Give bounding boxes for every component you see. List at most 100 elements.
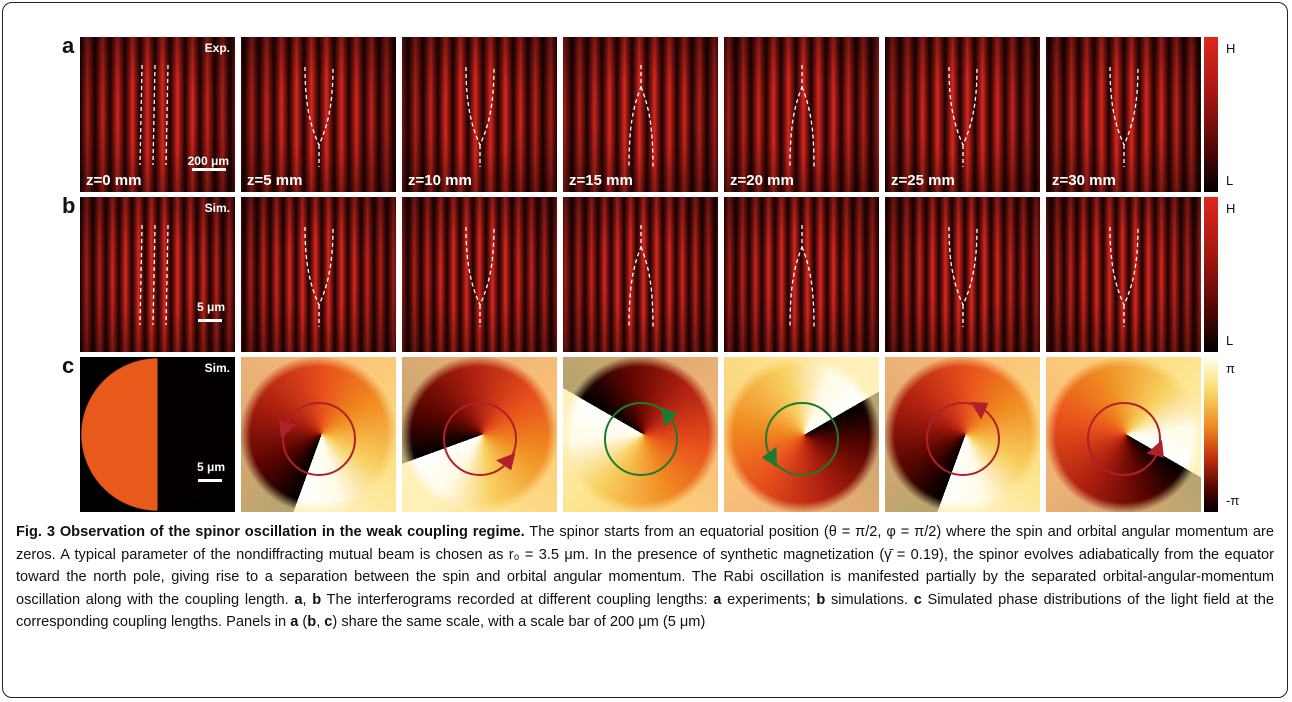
interferogram-panel (1046, 197, 1201, 352)
caption-text: Fig. 3 Observation of the spinor oscilla… (16, 524, 525, 540)
panel-overlay (402, 197, 557, 352)
guide-line (790, 225, 814, 327)
guide-line (140, 65, 142, 165)
figure-caption: Fig. 3 Observation of the spinor oscilla… (16, 521, 1274, 634)
panel-overlay (1046, 197, 1201, 352)
caption-text: simulations. (825, 592, 913, 608)
caption-text: , (302, 592, 312, 608)
panel-overlay (885, 37, 1040, 192)
caption-text: b (307, 614, 316, 630)
colorbar-bottom-label: L (1226, 333, 1233, 348)
z-label: z=25 mm (891, 172, 955, 189)
colorbar-top-label: H (1226, 41, 1235, 56)
caption-text: b (816, 592, 825, 608)
interferogram-panel: Exp. 200 μm z=0 mm (80, 37, 235, 192)
panel-overlay (724, 197, 879, 352)
panel-overlay (241, 197, 396, 352)
scale-bar-label: 5 μm (197, 460, 225, 474)
interferogram-panel (402, 197, 557, 352)
phase-panel (885, 357, 1040, 512)
guide-line (466, 67, 494, 167)
row-label: c (62, 353, 74, 379)
scale-bar (198, 319, 222, 322)
guide-line (166, 225, 168, 325)
scale-bar (192, 168, 226, 171)
colorbar-bottom-label: L (1226, 173, 1233, 188)
scale-bar (198, 479, 222, 482)
arrow-tip (653, 402, 678, 427)
row-tag: Sim. (205, 361, 230, 375)
colorbar-top-label: π (1226, 361, 1235, 376)
guide-line (629, 225, 653, 327)
guide-line (153, 65, 155, 165)
colorbar (1204, 197, 1218, 352)
scale-bar-label: 200 μm (188, 154, 229, 168)
interferogram-panel: z=10 mm (402, 37, 557, 192)
row-label: b (62, 193, 75, 219)
panel-overlay (724, 357, 879, 512)
colorbar (1204, 357, 1218, 512)
guide-line (1110, 227, 1138, 327)
z-label: z=30 mm (1052, 172, 1116, 189)
caption-text: The interferograms recorded at different… (321, 592, 713, 608)
caption-text: ( (298, 614, 307, 630)
z-label: z=10 mm (408, 172, 472, 189)
guide-line (629, 65, 653, 167)
interferogram-panel: z=25 mm (885, 37, 1040, 192)
panel-overlay (80, 357, 235, 512)
caption-text: c (914, 592, 922, 608)
interferogram-panel (724, 197, 879, 352)
arrow-head (966, 395, 991, 420)
z-label: z=20 mm (730, 172, 794, 189)
row-label: a (62, 33, 74, 59)
phase-panel (241, 357, 396, 512)
colorbar-bottom-label: -π (1226, 493, 1239, 508)
caption-text: experiments; (721, 592, 816, 608)
colorbar (1204, 37, 1218, 192)
arrow-head (653, 402, 678, 427)
z-label: z=5 mm (247, 172, 302, 189)
interferogram-panel (563, 197, 718, 352)
phase-panel (402, 357, 557, 512)
interferogram-panel: z=30 mm (1046, 37, 1201, 192)
guide-line (466, 227, 494, 327)
panel-overlay (724, 37, 879, 192)
panel-overlay (1046, 37, 1201, 192)
page: aExp.200 μmz=0 mmz=5 mmz=10 mmz=15 mmz=2… (0, 0, 1292, 702)
rotation-arrow (1088, 403, 1160, 475)
rotation-arrow (283, 403, 355, 475)
panel-overlay (241, 357, 396, 512)
panel-overlay (563, 197, 718, 352)
arrow-tip (966, 395, 991, 420)
guide-line (153, 225, 155, 325)
row-tag: Exp. (205, 41, 230, 55)
panel-overlay (402, 37, 557, 192)
panel-overlay (80, 37, 235, 192)
guide-line (305, 67, 333, 167)
colorbar-top-label: H (1226, 201, 1235, 216)
interferogram-panel: z=5 mm (241, 37, 396, 192)
guide-line (949, 67, 977, 167)
panel-overlay (885, 197, 1040, 352)
caption-text: ) share the same scale, with a scale bar… (332, 614, 705, 630)
phase-panel: Sim. 5 μm (80, 357, 235, 512)
row-tag: Sim. (205, 201, 230, 215)
rotation-arrow (766, 403, 838, 475)
guide-line (790, 65, 814, 167)
guide-line (305, 227, 333, 327)
guide-line (166, 65, 168, 165)
panel-overlay (1046, 357, 1201, 512)
arrow-head (274, 418, 297, 441)
panel-overlay (885, 357, 1040, 512)
guide-line (949, 227, 977, 327)
arrow-tip (1146, 437, 1169, 460)
phase-panel (563, 357, 718, 512)
panel-overlay (563, 357, 718, 512)
arrow-tip (274, 418, 297, 441)
panel-overlay (80, 197, 235, 352)
interferogram-panel (241, 197, 396, 352)
rotation-arrow (927, 403, 999, 475)
z-label: z=0 mm (86, 172, 141, 189)
phase-panel (1046, 357, 1201, 512)
panel-overlay (402, 357, 557, 512)
